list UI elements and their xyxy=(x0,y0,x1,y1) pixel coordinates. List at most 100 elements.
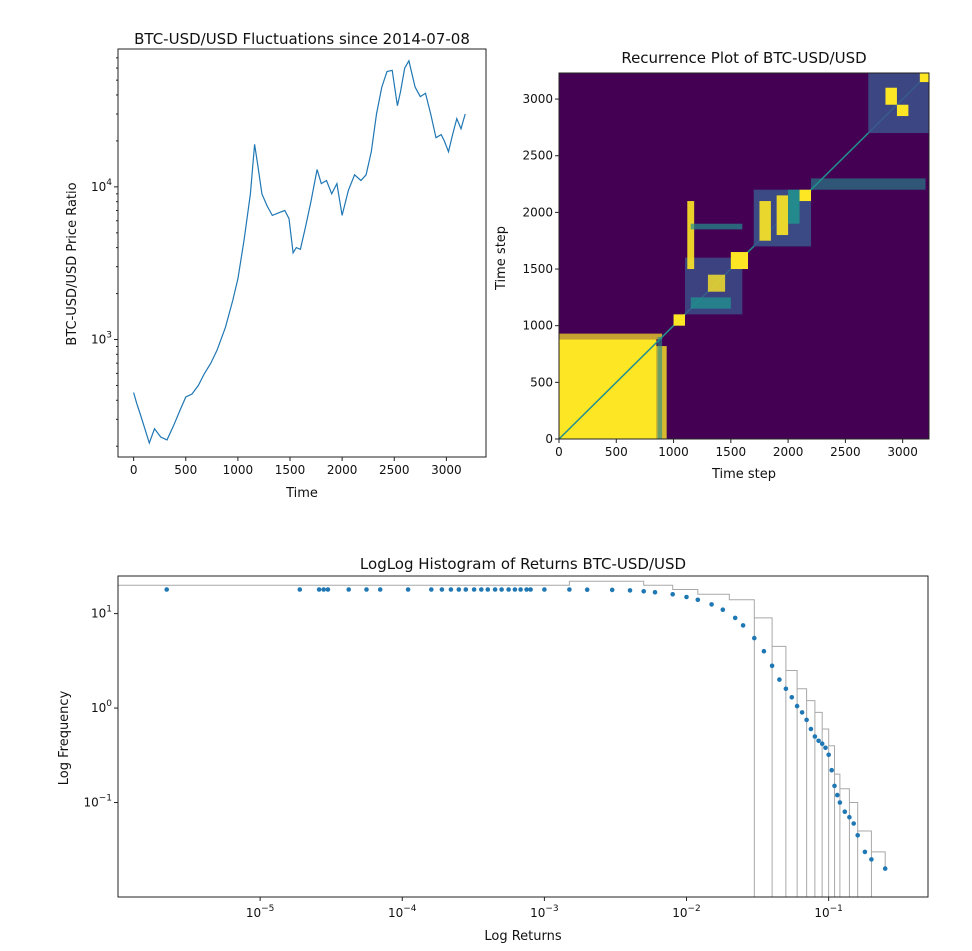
histogram-x-tick-label: 10−2 xyxy=(672,904,701,920)
histogram-point xyxy=(826,752,831,758)
histogram-point xyxy=(524,587,529,592)
histogram-point xyxy=(479,587,484,592)
histogram-chart-axes-frame xyxy=(117,575,929,898)
price-chart-ylabel: BTC-USD/USD Price Ratio xyxy=(65,182,80,345)
histogram-point xyxy=(855,833,860,838)
histogram-point xyxy=(567,587,572,592)
price-x-tick-label: 1000 xyxy=(223,463,254,477)
histogram-chart: LogLog Histogram of Returns BTC-USD/USD … xyxy=(57,555,929,944)
histogram-point xyxy=(837,800,843,805)
histogram-y-tick-label: 10−1 xyxy=(83,794,112,810)
recurrence-square-mid xyxy=(730,252,749,270)
recurrence-chart-plot-area: 0 500 1000 1500 2000 2500 3000 0 500 1000 1500 2000… xyxy=(522,72,930,459)
recurrence-x-tick-label: 2500 xyxy=(830,445,861,459)
recurrence-cross-b xyxy=(776,195,789,236)
histogram-point xyxy=(584,587,590,592)
histogram-point xyxy=(609,587,615,593)
histogram-chart-ylabel: Log Frequency xyxy=(57,690,72,785)
histogram-point xyxy=(842,809,848,814)
recurrence-chart-title: Recurrence Plot of BTC-USD/USD xyxy=(621,49,866,67)
recurrence-square-late-c xyxy=(919,73,929,83)
histogram-point xyxy=(316,587,322,592)
histogram-point xyxy=(829,767,834,773)
histogram-point xyxy=(804,717,809,723)
price-x-tick-label: 0 xyxy=(130,463,138,477)
recurrence-cross-a xyxy=(759,201,771,241)
recurrence-chart: Recurrence Plot of BTC-USD/USD Time step… xyxy=(494,49,930,482)
histogram-y-tick-label: 100 xyxy=(91,699,112,715)
histogram-chart-xlabel: Log Returns xyxy=(484,929,561,944)
histogram-point xyxy=(471,587,477,592)
histogram-point xyxy=(808,726,814,732)
histogram-point xyxy=(847,814,852,820)
histogram-point xyxy=(512,587,518,592)
price-chart-axes-frame xyxy=(117,48,487,458)
histogram-point xyxy=(869,857,874,862)
recurrence-square-late-b xyxy=(896,104,909,117)
histogram-point xyxy=(364,587,369,592)
histogram-point xyxy=(627,588,633,593)
recurrence-y-tick-label: 2000 xyxy=(522,205,553,219)
histogram-point xyxy=(862,849,868,855)
histogram-point xyxy=(164,587,169,592)
histogram-point xyxy=(761,648,767,654)
histogram-point xyxy=(492,587,498,592)
recurrence-chart-xlabel: Time step xyxy=(711,467,776,482)
recurrence-y-tick-label: 0 xyxy=(545,432,553,446)
histogram-point xyxy=(485,587,491,592)
histogram-x-tick-label: 10−4 xyxy=(388,904,417,920)
recurrence-x-tick-label: 0 xyxy=(555,445,563,459)
recurrence-band-vertical xyxy=(687,201,695,270)
histogram-y-tick-label: 101 xyxy=(91,605,112,621)
recurrence-cross-c xyxy=(788,189,800,224)
histogram-point xyxy=(783,686,789,692)
recurrence-band-late xyxy=(811,178,926,190)
histogram-point xyxy=(463,587,469,592)
histogram-point xyxy=(346,587,352,592)
histogram-point xyxy=(325,587,331,592)
price-x-tick-label: 1500 xyxy=(275,463,306,477)
recurrence-x-tick-label: 1500 xyxy=(716,445,747,459)
price-chart-title: BTC-USD/USD Fluctuations since 2014-07-0… xyxy=(134,30,470,48)
recurrence-square-late-a xyxy=(885,87,897,105)
recurrence-band-upper xyxy=(690,223,743,230)
histogram-point xyxy=(812,734,818,739)
recurrence-band-horizontal xyxy=(690,297,731,309)
recurrence-square-inner xyxy=(707,274,726,292)
histogram-x-tick-label: 10−5 xyxy=(246,904,275,920)
histogram-point xyxy=(816,738,821,744)
histogram-x-tick-label: 10−3 xyxy=(530,904,559,920)
price-chart-xlabel: Time xyxy=(285,486,318,501)
histogram-point xyxy=(542,587,547,592)
histogram-step-outline xyxy=(118,580,886,869)
histogram-point xyxy=(823,745,828,751)
histogram-chart-title: LogLog Histogram of Returns BTC-USD/USD xyxy=(360,555,686,573)
recurrence-square-1000 xyxy=(673,314,686,326)
recurrence-y-tick-label: 1500 xyxy=(522,262,553,276)
histogram-point xyxy=(641,589,646,594)
histogram-point xyxy=(448,587,454,592)
histogram-point xyxy=(684,594,689,600)
recurrence-y-tick-label: 1000 xyxy=(522,319,553,333)
price-chart: BTC-USD/USD Fluctuations since 2014-07-0… xyxy=(65,30,487,501)
histogram-point xyxy=(670,592,675,597)
recurrence-x-tick-label: 2000 xyxy=(773,445,804,459)
histogram-point xyxy=(321,587,327,592)
histogram-point xyxy=(819,741,825,746)
histogram-point xyxy=(709,602,714,607)
price-x-tick-label: 2500 xyxy=(379,463,410,477)
recurrence-y-tick-label: 3000 xyxy=(522,92,553,106)
recurrence-chart-axes-frame xyxy=(558,72,930,440)
recurrence-cluster-late xyxy=(868,73,929,134)
histogram-point xyxy=(297,587,303,592)
price-chart-plot-area: 0 500 1000 1500 2000 2500 3000 103 104 xyxy=(91,57,466,477)
histogram-point xyxy=(518,587,523,592)
price-x-tick-label: 500 xyxy=(174,463,197,477)
histogram-point xyxy=(789,695,795,700)
histogram-point xyxy=(439,587,445,592)
histogram-point xyxy=(405,587,411,592)
histogram-point xyxy=(732,615,738,621)
price-series-line xyxy=(133,59,466,445)
histogram-point xyxy=(769,663,775,669)
